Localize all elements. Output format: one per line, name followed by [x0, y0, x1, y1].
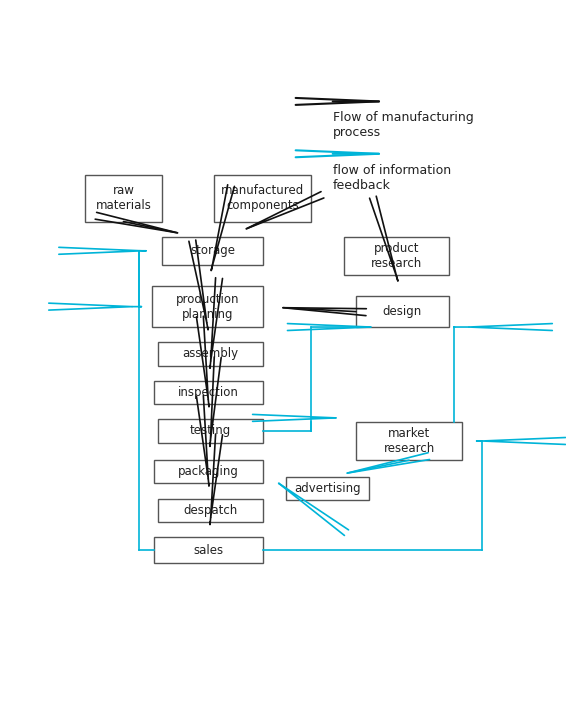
Bar — [356, 422, 462, 460]
Text: packaging: packaging — [178, 465, 239, 478]
Text: inspection: inspection — [178, 386, 239, 399]
Text: advertising: advertising — [294, 482, 361, 495]
Text: assembly: assembly — [182, 348, 238, 360]
Bar — [157, 498, 263, 522]
Text: storage: storage — [190, 244, 235, 257]
Text: raw
materials: raw materials — [96, 184, 151, 213]
Text: market
research: market research — [383, 427, 435, 455]
Bar — [155, 537, 263, 563]
Text: production
planning: production planning — [176, 293, 239, 320]
Text: sales: sales — [194, 543, 224, 557]
Bar — [85, 175, 162, 222]
Bar — [162, 237, 263, 265]
Bar — [155, 381, 263, 404]
Text: product
research: product research — [371, 242, 422, 270]
Text: design: design — [383, 305, 422, 318]
Text: Flow of manufacturing
process: Flow of manufacturing process — [333, 111, 473, 139]
Bar — [356, 296, 449, 327]
Text: manufactured
components: manufactured components — [221, 184, 304, 213]
Bar — [344, 237, 449, 275]
Bar — [214, 175, 311, 222]
Bar — [157, 342, 263, 365]
Bar — [152, 287, 263, 327]
Bar — [155, 460, 263, 484]
Text: flow of information
feedback: flow of information feedback — [333, 164, 451, 191]
Text: despatch: despatch — [183, 504, 237, 517]
Text: testing: testing — [190, 425, 231, 437]
Bar — [286, 477, 369, 501]
Bar — [157, 420, 263, 443]
